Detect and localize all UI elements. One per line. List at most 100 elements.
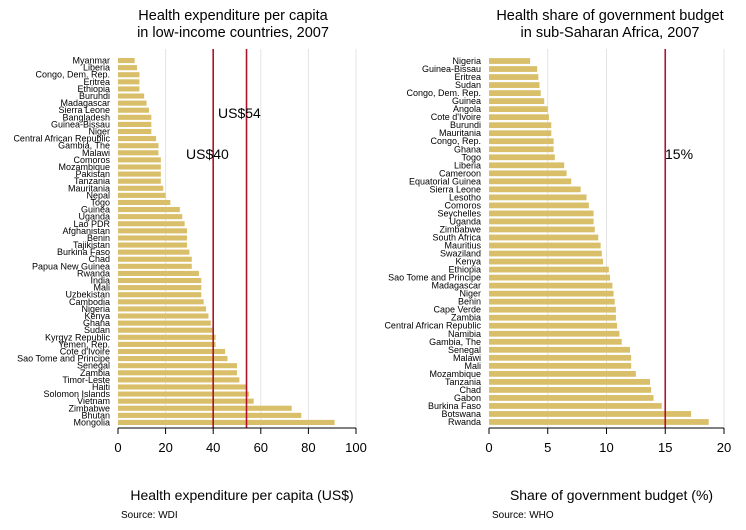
category-label: Rwanda [448,417,481,427]
bar [489,106,548,113]
bar [118,79,140,85]
category-label: Nigeria [452,56,481,66]
category-label: Cape Verde [433,305,481,315]
x-axis-label: Share of government budget (%) [510,487,713,503]
category-label: Lao PDR [73,219,110,229]
source-note: Source: WDI [121,510,178,521]
bar [118,128,152,135]
category-label: Niger [459,289,481,299]
category-label: Ethiopia [448,265,481,275]
bar [118,136,157,142]
category-label: Lesotho [449,192,481,202]
category-label: Pakistan [75,169,110,179]
bar [118,377,240,383]
bar [489,370,636,377]
category-label: Kyrgyz Republic [45,332,111,342]
bar [489,258,603,265]
category-label: Chad [459,385,481,395]
category-label: Congo, Rep. [430,136,481,146]
category-label: Namibia [448,329,481,339]
category-label: Guinea [452,96,481,106]
category-label: Burundi [450,120,481,130]
category-label: Uzbekistan [65,290,110,300]
bar [118,263,192,269]
category-label: Sudan [84,325,110,335]
bar [118,412,302,418]
x-tick-label: 0 [485,440,492,455]
category-label: Senegal [448,345,481,355]
category-label: Benin [458,297,481,307]
category-label: Liberia [83,63,110,73]
bar [489,234,599,241]
bar [118,214,183,220]
bar [489,226,595,233]
category-label: Togo [90,197,110,207]
category-label: Vietnam [77,396,110,406]
category-label: Nepal [86,190,110,200]
bar [118,228,188,234]
bar [118,57,135,64]
category-label: Mozambique [429,369,481,379]
category-label: Sao Tome and Principe [17,354,110,364]
bar [118,391,249,397]
category-label: Timor-Leste [62,375,110,385]
bar [489,266,609,273]
bar [118,171,161,177]
category-label: Uganda [449,216,481,226]
category-label: Kenya [455,257,481,267]
bar [489,210,594,217]
category-label: Mali [464,361,481,371]
category-label: Ghana [454,144,481,154]
category-label: Myanmar [72,56,110,66]
category-label: Kenya [84,311,110,321]
bar [489,170,567,177]
category-label: Zambia [80,368,110,378]
category-label: India [90,276,110,286]
bar [489,178,572,185]
bar [489,194,587,201]
category-label: Malawi [453,353,481,363]
bar [489,66,538,72]
category-label: Bhutan [81,410,110,420]
bar [489,314,616,321]
category-label: Papua New Guinea [32,261,110,271]
bar [118,114,152,120]
bar [489,90,541,96]
bar [118,285,202,291]
category-label: Comoros [73,155,110,165]
reference-line-label: 15% [665,146,693,162]
bar [489,82,540,88]
bar [489,98,545,105]
bar [118,384,247,390]
category-label: Central African Republic [384,321,481,331]
category-label: Guinea-Bissau [422,64,481,74]
bar [489,218,594,225]
x-tick-label: 20 [717,440,731,455]
bar [489,306,616,313]
bar [118,313,209,319]
bar [489,274,611,281]
category-label: Mauritania [68,183,110,193]
x-tick-label: 15 [658,440,672,455]
category-label: Tanzania [74,176,110,186]
x-tick-label: 10 [599,440,613,455]
x-tick-label: 0 [114,440,121,455]
bar [489,202,589,209]
bar [489,354,632,361]
bar [118,107,149,113]
category-label: Liberia [454,160,481,170]
category-label: Mozambique [58,162,110,172]
category-label: Togo [461,152,481,162]
bar [118,256,192,262]
category-label: Congo, Dem. Rep. [35,70,110,80]
category-label: Mali [93,283,110,293]
bar [118,93,145,99]
bar [118,86,140,92]
bar [489,282,613,289]
bar [118,292,202,298]
bar [118,178,161,184]
chart-title-line: Health expenditure per capita [138,8,328,24]
category-label: Malawi [82,148,110,158]
category-label: Burundi [79,91,110,101]
category-label: Sierra Leone [58,105,110,115]
